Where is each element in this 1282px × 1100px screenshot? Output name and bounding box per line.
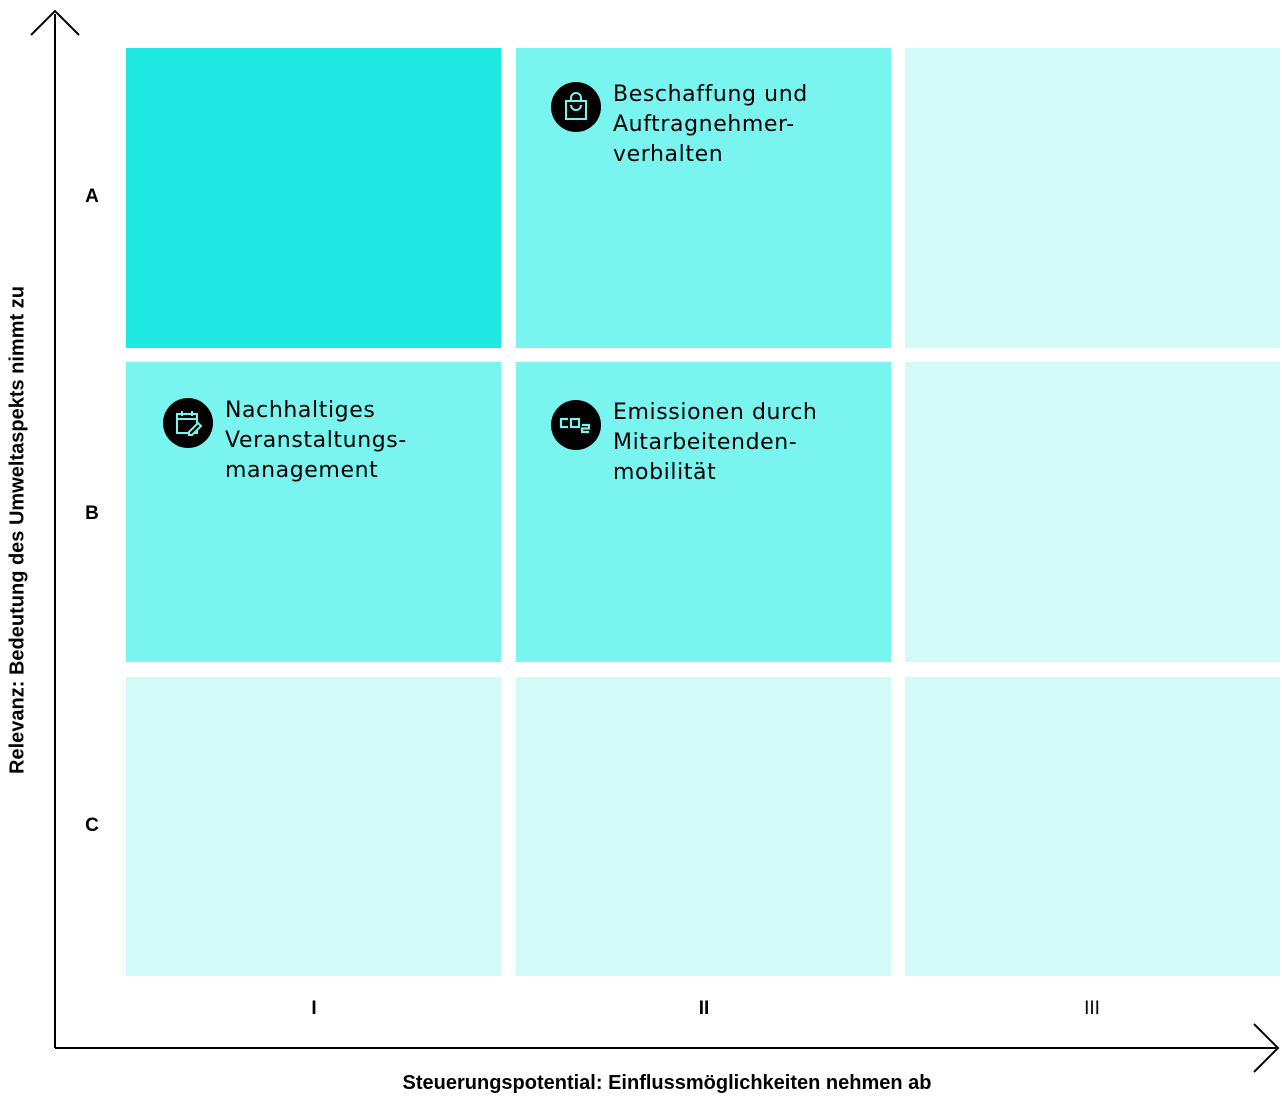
row-label-c: C bbox=[85, 815, 99, 836]
column-label-ii: II bbox=[698, 998, 710, 1019]
row-label-b: B bbox=[85, 503, 99, 524]
cell-b-iii bbox=[905, 362, 1280, 662]
column-label-iii: III bbox=[1084, 998, 1100, 1019]
item-label: Beschaffung und Auftragnehmer- verhalten bbox=[613, 82, 808, 167]
item-label: Emissionen durch Mitarbeitenden- mobilit… bbox=[613, 400, 818, 485]
cell-c-ii bbox=[516, 677, 891, 976]
calendar-edit-icon bbox=[163, 398, 213, 448]
x-axis-title: Steuerungspotential: Einflussmöglichkeit… bbox=[402, 1072, 932, 1094]
item-label: Nachhaltiges Veranstaltungs- management bbox=[225, 398, 407, 483]
cell-c-iii bbox=[905, 677, 1280, 976]
row-label-a: A bbox=[85, 186, 99, 207]
cell-a-iii bbox=[905, 48, 1280, 348]
column-label-i: I bbox=[311, 998, 317, 1019]
item-beschaffung: Beschaffung und Auftragnehmer- verhalten bbox=[551, 80, 808, 170]
item-veranstaltungsmanagement: Nachhaltiges Veranstaltungs- management bbox=[163, 396, 407, 486]
cell-c-i bbox=[126, 677, 501, 976]
x-axis-arrowhead bbox=[1253, 1023, 1280, 1073]
cell-a-i bbox=[126, 48, 501, 348]
y-axis-arrowhead bbox=[30, 9, 80, 36]
shopping-bag-icon bbox=[551, 82, 601, 132]
co2-icon bbox=[551, 400, 601, 450]
item-emissionen: Emissionen durch Mitarbeitenden- mobilit… bbox=[551, 398, 817, 488]
y-axis-title: Relevanz: Bedeutung des Umweltaspekts ni… bbox=[6, 286, 29, 774]
